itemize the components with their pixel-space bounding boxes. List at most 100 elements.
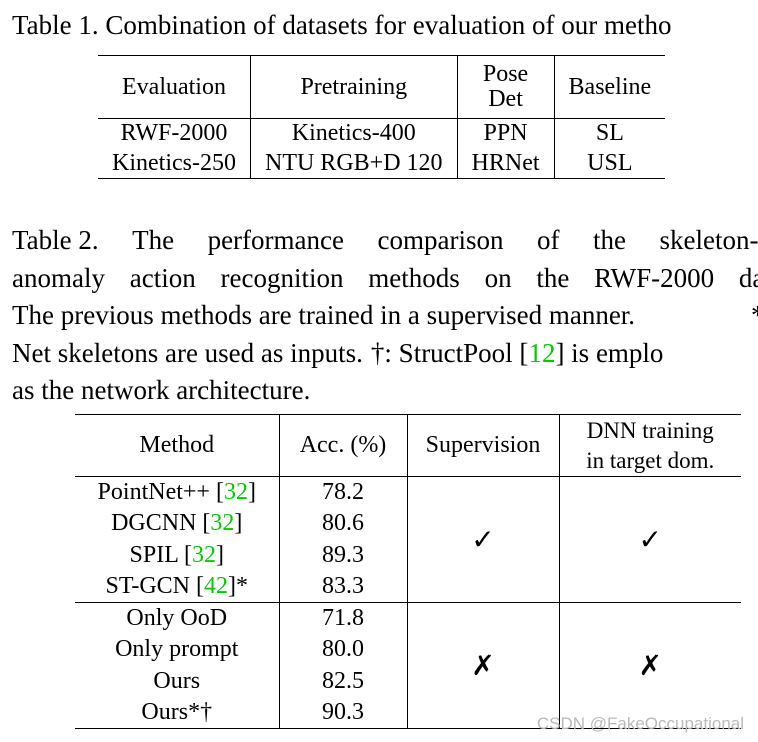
cell-accuracy: 90.3 [279,697,408,729]
cell-method: Ours*† [75,697,280,729]
supervision-cross-icon: ✗ [407,602,560,729]
caption-text: as the network architecture. [12,375,311,405]
caption-word: methods [368,262,460,293]
caption-word: RWF-2000 [594,262,715,293]
cell-method: Only prompt [75,634,280,666]
table-row: Kinetics-250 NTU RGB+D 120 HRNet USL [98,148,666,179]
supervision-check-icon: ✓ [407,476,560,603]
cell-method: DGCNN [32] [75,508,280,540]
table-row: Only OoD 71.8 ✗ ✗ [75,602,741,729]
citation-link[interactable]: 32 [210,510,235,537]
method-name: SPIL [ [129,541,192,568]
table2-header-row: Method Acc. (%) Supervision DNN training… [75,414,741,477]
cell-accuracy: 80.0 [279,634,408,666]
caption-word: performance [207,225,344,255]
caption-word: recognition [220,262,344,293]
method-name: DGCNN [ [111,510,211,537]
cell-accuracy: 89.3 [279,539,408,571]
method-suffix: ] [234,510,243,537]
caption-line: The previous methods are trained in a su… [12,297,758,335]
header-pose-det: Pose Det [457,55,555,119]
caption-word: on [484,262,512,293]
caption-text: †: StructPool [12] is emplo [371,335,664,373]
dnn-cross-icon: ✗ [638,649,662,682]
method-name: ST-GCN [ [105,573,204,599]
method-name: Ours [153,667,201,694]
cell-evaluation: RWF-2000 [98,118,251,149]
citation-link[interactable]: 32 [223,479,248,505]
cell-accuracy: 71.8 [279,602,408,634]
method-name: Only prompt [115,636,239,663]
caption-word: skeleton-b [659,225,758,255]
watermark: CSDN @FakeOccupational [536,714,744,733]
cell-pretraining: Kinetics-400 [250,118,458,149]
caption-text: †: StructPool [ [370,337,529,368]
table-row: SPIL [32] 89.3 [75,539,741,571]
dnn-check-icon: ✓ [638,523,662,556]
method-suffix: ] [247,479,256,505]
citation-link[interactable]: 42 [203,573,228,599]
cell-baseline: USL [587,149,633,176]
caption-line: as the network architecture. [12,372,758,410]
table2: Method Acc. (%) Supervision DNN training… [75,414,741,729]
table-row: PointNet++ [32] 78.2 ✓ ✓ [75,476,741,603]
header-baseline: Baseline [568,73,652,100]
cell-pretraining: NTU RGB+D 120 [250,148,458,179]
header-pretraining: Pretraining [250,55,458,119]
header-pose: Pose [482,61,529,87]
method-suffix: ]* [227,573,248,599]
method-name: Only OoD [126,605,228,631]
header-dnn-line2: in target dom. [586,447,715,473]
cell-baseline: SL [595,120,624,147]
caption-word: the [592,225,626,255]
cell-pose-det: PPN [457,118,555,149]
caption-line: Net skeletons are used as inputs. †: Str… [12,335,758,373]
method-name: Ours*† [141,699,213,725]
caption-word: the [536,262,570,293]
table1-header-row: Evaluation Pretraining Pose Det Baseline [98,55,666,119]
cell-method: PointNet++ [32] [75,476,280,508]
caption-word: comparison [377,225,504,255]
caption-text: The previous methods are trained in a su… [12,300,636,330]
header-acc: Acc. (%) [279,414,408,477]
table-row: Only prompt 80.0 [75,634,741,666]
caption-word: Table 2. [12,225,99,255]
caption-text: ] is emplo [555,337,664,368]
cell-accuracy: 82.5 [279,665,408,697]
table2-caption: Table 2. The performance comparison of t… [12,222,758,410]
caption-word: The [132,225,175,255]
cell-evaluation: Kinetics-250 [98,148,251,179]
cell-pose-det: HRNet [457,148,555,179]
table-row: DGCNN [32] 80.6 [75,508,741,540]
caption-line: anomaly action recognition methods on th… [12,260,758,298]
header-method: Method [75,414,280,477]
cell-accuracy: 83.3 [279,571,408,603]
cell-method: ST-GCN [42]* [75,571,280,603]
header-dnn-line1: DNN training [586,417,714,443]
table-row: RWF-2000 Kinetics-400 PPN SL [98,118,665,149]
cell-method: SPIL [32] [75,539,280,571]
caption-word: anomaly [12,262,105,293]
caption-line: Table 2. The performance comparison of t… [12,222,758,260]
caption-word: action [129,262,196,293]
table-row: Ours*† 90.3 [75,697,741,729]
citation-link[interactable]: 12 [528,337,556,368]
cell-accuracy: 78.2 [279,476,408,508]
header-det: Det [488,86,523,112]
method-suffix: ] [215,541,224,568]
header-supervision: Supervision [407,414,560,477]
caption-word: dat [738,262,758,293]
table1-caption: Table 1. Combination of datasets for eva… [12,10,672,40]
cell-accuracy: 80.6 [279,508,408,540]
table-row: Ours 82.5 [75,665,741,697]
header-evaluation: Evaluation [98,55,251,119]
citation-link[interactable]: 32 [191,541,216,568]
caption-word: of [536,225,560,255]
caption-text: *: [751,297,758,335]
caption-text: Net skeletons are used as inputs. [12,337,363,368]
header-dnn-training: DNN training in target dom. [559,415,741,477]
cell-method: Ours [75,665,280,697]
cell-method: Only OoD [75,602,280,634]
table1: Evaluation Pretraining Pose Det Baseline… [98,55,666,179]
method-name: PointNet++ [ [97,479,224,505]
